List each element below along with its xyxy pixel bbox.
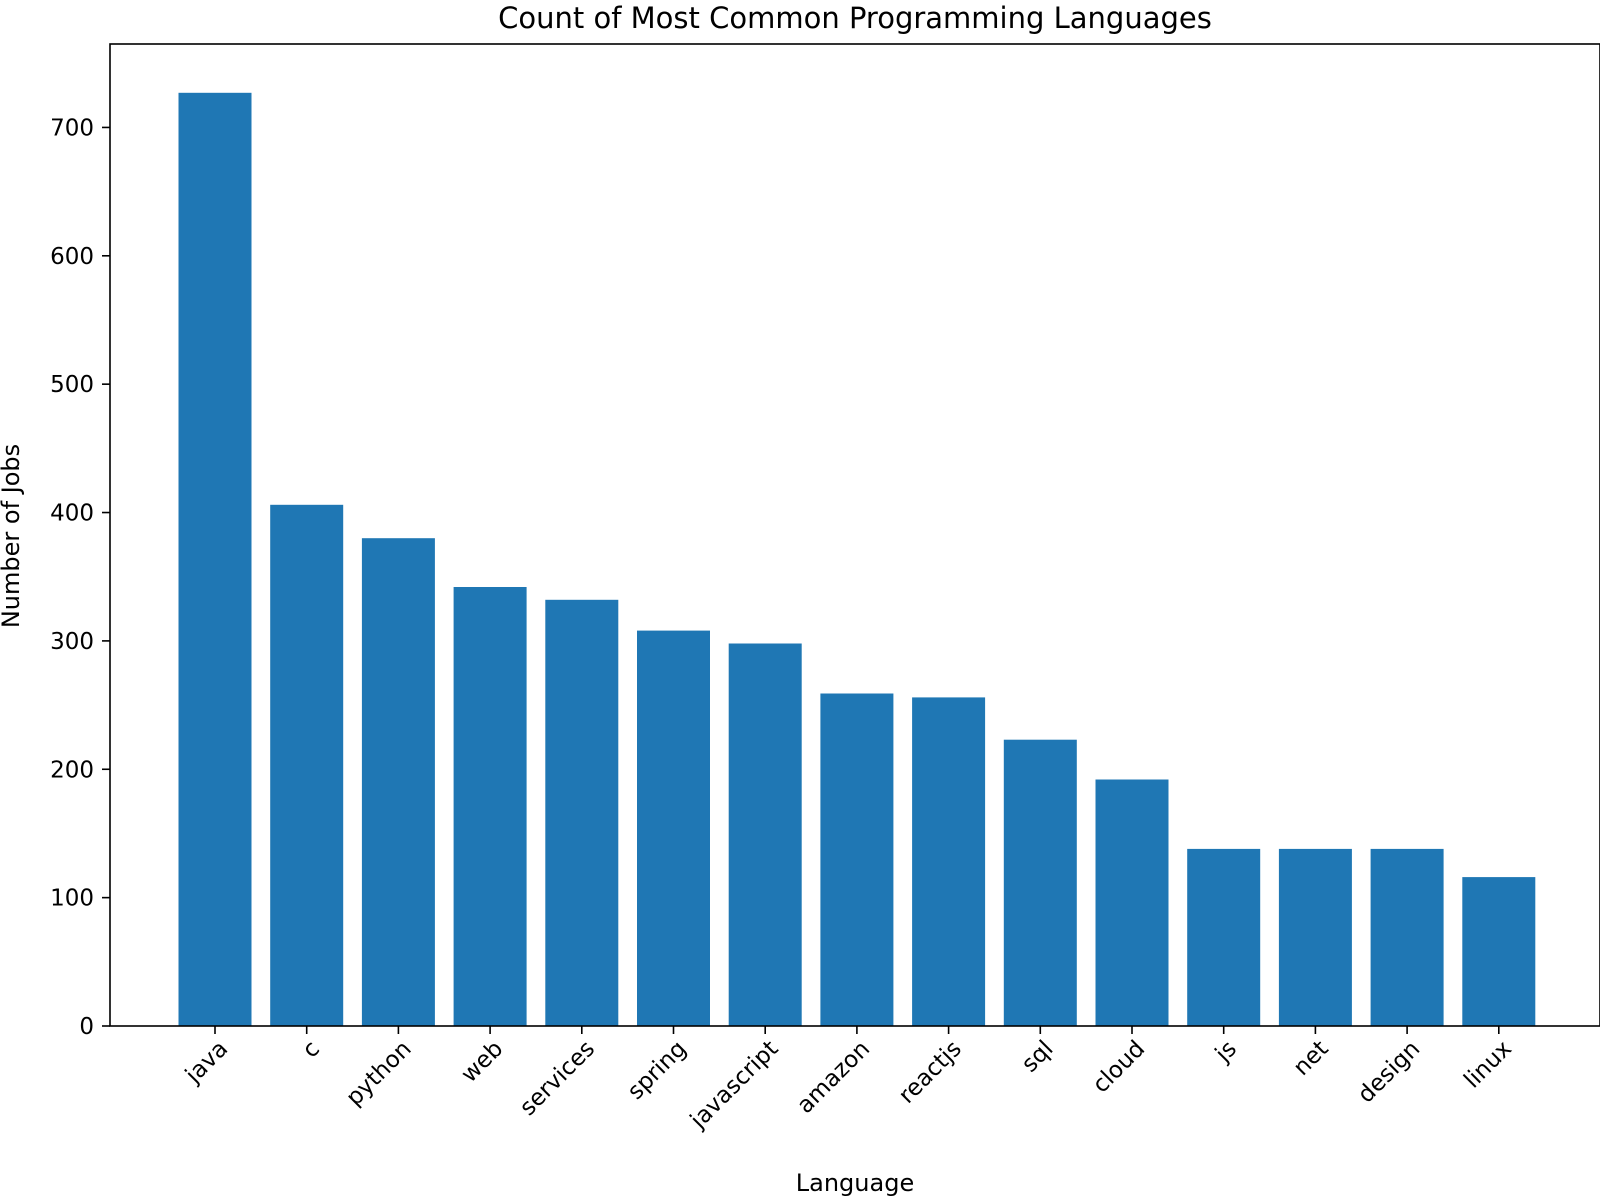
y-tick-label: 400 [50, 501, 94, 527]
y-tick-label: 700 [50, 115, 94, 141]
x-tick-label: net [1289, 1036, 1334, 1081]
y-tick-label: 0 [79, 1014, 94, 1040]
bar-spring [637, 630, 710, 1026]
y-tick-label: 200 [50, 757, 94, 783]
x-tick-label: linux [1459, 1036, 1517, 1094]
bar-design [1370, 848, 1444, 1026]
bar-amazon [820, 693, 894, 1026]
x-tick-label: cloud [1088, 1036, 1150, 1098]
y-axis-label: Number of Jobs [0, 444, 25, 628]
bar-sql [1003, 739, 1077, 1026]
x-tick-label: services [515, 1036, 600, 1121]
bars-group [178, 92, 1536, 1027]
x-tick-label: c [298, 1036, 325, 1063]
y-tick-label: 500 [50, 372, 94, 398]
x-axis-label: Language [796, 1169, 914, 1197]
bar-cloud [1095, 779, 1169, 1026]
x-tick-label: design [1353, 1036, 1425, 1108]
x-tick-label: reactjs [894, 1036, 967, 1109]
x-tick-label: sql [1017, 1036, 1059, 1078]
bar-services [545, 599, 619, 1026]
y-axis-ticks: 0 100 200 300 400 500 600 700 [50, 115, 110, 1040]
bar-web [453, 587, 527, 1026]
x-tick-label: javascript [685, 1036, 783, 1134]
plot-frame [109, 43, 1600, 1027]
x-tick-label: js [1210, 1036, 1242, 1068]
bar-linux [1462, 877, 1536, 1026]
y-tick-label: 100 [50, 886, 94, 912]
x-tick-label: python [341, 1036, 416, 1111]
x-tick-label: web [456, 1036, 508, 1088]
bar-reactjs [912, 697, 986, 1026]
x-tick-label: spring [623, 1036, 692, 1105]
chart-title: Count of Most Common Programming Languag… [498, 1, 1212, 35]
bar-js [1187, 848, 1261, 1026]
y-tick-label: 600 [50, 244, 94, 270]
x-tick-label: amazon [792, 1036, 875, 1119]
y-tick-label: 300 [50, 629, 94, 655]
bar-javascript [728, 643, 802, 1026]
x-tick-label: java [180, 1036, 233, 1089]
bar-c [270, 504, 344, 1026]
bar-net [1278, 848, 1352, 1026]
bar-java [178, 92, 252, 1027]
bar-python [361, 538, 435, 1026]
